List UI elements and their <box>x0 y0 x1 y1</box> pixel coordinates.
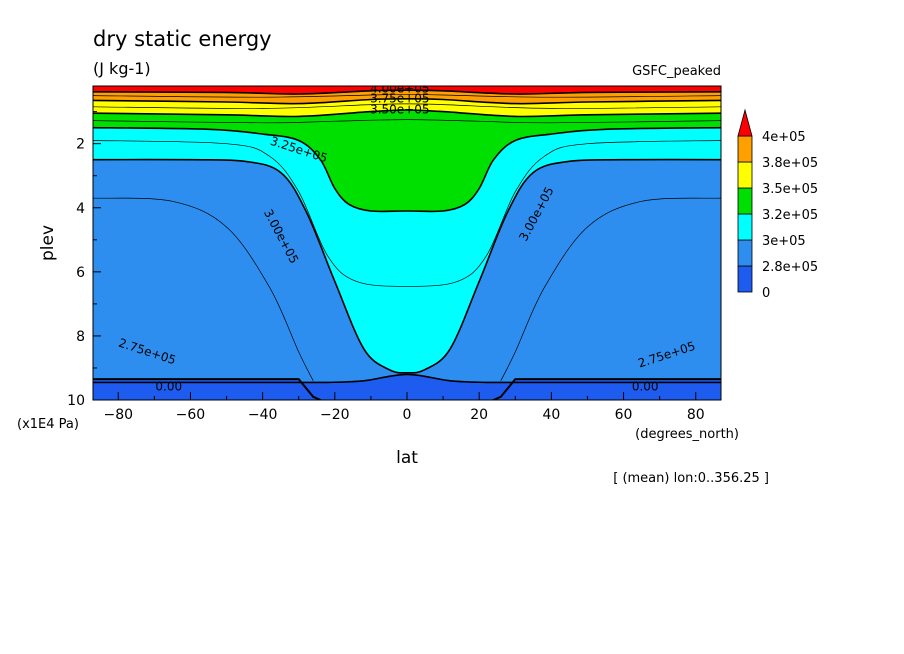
contour-label: 3.75e+05 <box>370 91 429 105</box>
colorbar-swatch <box>737 265 753 293</box>
contour-label: 4.00e+05 <box>370 82 429 96</box>
colorbar-swatch <box>737 161 753 189</box>
y-tick-label: 4 <box>76 201 85 217</box>
chart-title: dry static energy <box>93 27 272 51</box>
colorbar: 0 2.8e+05 3e+05 3.2e+05 3.5e+05 3.8e+05 4e+05 <box>737 108 818 301</box>
x-tick-label: 20 <box>470 407 488 423</box>
fill-band-2 <box>93 86 721 373</box>
y-tick-label: 6 <box>76 265 85 281</box>
dataset-label: GSFC_peaked <box>632 64 721 79</box>
x-axis-units: (degrees_north) <box>635 427 739 442</box>
y-axis-units: (x1E4 Pa) <box>17 417 79 432</box>
contour-line-t1r <box>500 197 721 381</box>
x-axis-label: lat <box>396 448 418 468</box>
y-tick-label: 10 <box>67 393 85 409</box>
x-tick-label: −20 <box>320 407 350 423</box>
colorbar-label: 4e+05 <box>762 130 806 145</box>
chart-units: (J kg-1) <box>93 59 151 78</box>
ground-mask <box>93 378 721 400</box>
contour-line-c5 <box>93 97 721 105</box>
x-tick-label: −80 <box>103 407 133 423</box>
contour-line-t3 <box>93 119 721 124</box>
contour-line-t1 <box>93 197 314 381</box>
colorbar-swatch <box>737 135 753 163</box>
contour-label: 0.00 <box>632 380 659 394</box>
contour-line-c2 <box>93 158 721 374</box>
colorbar-max-triangle <box>737 108 753 137</box>
colorbar-label: 3.8e+05 <box>762 156 818 171</box>
y-tick-label: 8 <box>76 329 85 345</box>
colorbar-swatch <box>737 187 753 215</box>
colorbar-label: 3.2e+05 <box>762 208 818 223</box>
contour-line-c1 <box>93 373 721 384</box>
x-tick-label: 80 <box>687 407 705 423</box>
contour-line-t4 <box>93 103 721 109</box>
x-tick-label: 40 <box>542 407 560 423</box>
y-tick-label: 2 <box>76 137 85 153</box>
x-tick-label: 0 <box>403 407 412 423</box>
contour-label: 3.50e+05 <box>370 103 429 117</box>
colorbar-label: 3.5e+05 <box>762 182 818 197</box>
colorbar-swatch <box>737 213 753 241</box>
contour-label: 0.00 <box>155 380 182 394</box>
x-tick-label: −60 <box>176 407 206 423</box>
x-tick-label: −40 <box>248 407 278 423</box>
contour-line-t2 <box>93 140 721 287</box>
y-axis-label: plev <box>38 225 58 261</box>
fill-band-3 <box>93 86 721 212</box>
plot-area: 4.00e+053.75e+053.50e+053.25e+053.00e+05… <box>67 82 722 423</box>
contour-line-c3 <box>93 126 721 213</box>
footer-note: [ (mean) lon:0..356.25 ] <box>613 471 769 486</box>
colorbar-label: 2.8e+05 <box>762 260 818 275</box>
contour-line-t5 <box>93 93 721 98</box>
colorbar-label: 0 <box>762 286 770 301</box>
x-tick-label: 60 <box>615 407 633 423</box>
colorbar-label: 3e+05 <box>762 234 806 249</box>
contour-line-c6 <box>93 89 721 95</box>
colorbar-swatch <box>737 239 753 267</box>
contour-line-c4 <box>93 109 721 118</box>
